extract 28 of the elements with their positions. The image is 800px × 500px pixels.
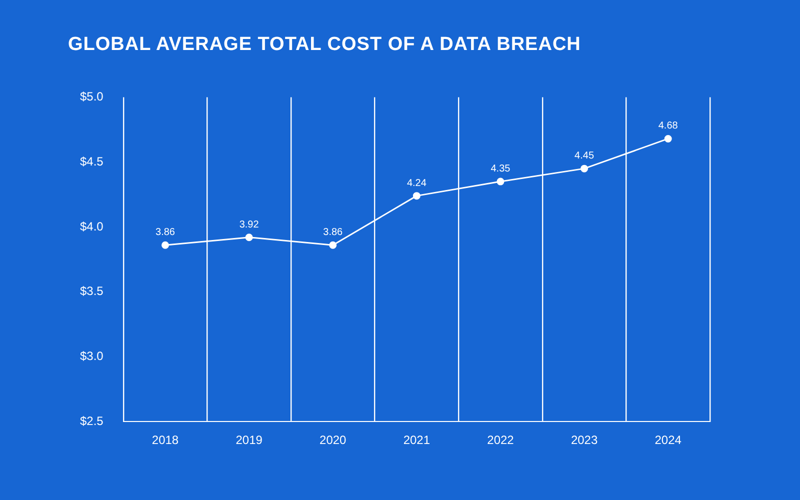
y-tick-label: $3.5 (80, 284, 104, 298)
data-label: 3.86 (156, 227, 176, 238)
data-label: 3.92 (239, 219, 260, 230)
x-tick-label: 2020 (320, 433, 347, 448)
data-label: 4.24 (406, 178, 427, 189)
point (580, 164, 588, 172)
y-tick-label: $4.0 (80, 219, 104, 234)
x-tick-label: 2022 (487, 433, 514, 448)
chart-title: GLOBAL AVERAGE TOTAL COST OF A DATA BREACH (68, 34, 581, 56)
point (245, 234, 253, 242)
y-tick-label: $4.5 (80, 154, 104, 168)
data-label: 4.68 (658, 120, 678, 132)
x-tick-label: 2019 (236, 433, 263, 448)
data-label: 4.35 (490, 164, 511, 175)
y-tick-label: $2.5 (80, 414, 104, 428)
y-tick-label: $5.0 (80, 90, 104, 104)
point (496, 178, 504, 186)
data-label: 3.86 (323, 227, 344, 238)
point (412, 192, 420, 200)
x-tick-label: 2023 (570, 433, 598, 448)
x-tick-label: 2018 (152, 433, 179, 448)
y-tick-label: $3.0 (80, 349, 104, 364)
data-label: 4.45 (574, 150, 594, 162)
point (329, 241, 337, 249)
x-tick-label: 2024 (654, 433, 682, 448)
x-tick-label: 2021 (403, 433, 430, 448)
point (664, 134, 672, 142)
point (162, 241, 170, 249)
